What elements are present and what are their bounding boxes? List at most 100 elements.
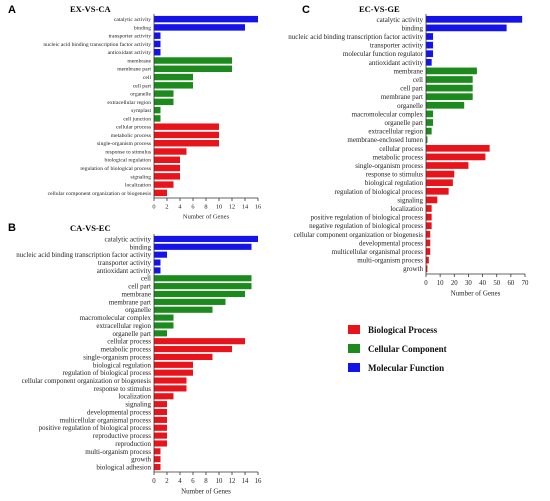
bar-b-20 — [154, 393, 174, 400]
category-label-b-9: organelle — [125, 306, 151, 314]
category-label-c-20: regulation of biological process — [335, 188, 424, 196]
category-label-b-18: cellular component organization or bioge… — [22, 377, 152, 385]
category-label-c-10: organelle — [397, 102, 423, 110]
category-label-c-4: molecular function regulator — [343, 50, 424, 58]
bar-c-1 — [426, 24, 507, 32]
bar-b-13 — [154, 338, 245, 345]
legend-label-0: Biological Process — [368, 325, 438, 335]
category-label-c-14: membrane-enclosed lumen — [347, 136, 423, 144]
category-label-c-16: metabolic process — [373, 153, 424, 161]
bar-a-20 — [154, 181, 174, 188]
category-label-c-28: multi-organism process — [357, 257, 423, 265]
category-label-c-7: cell — [413, 76, 423, 84]
category-label-a-17: biological regulation — [105, 158, 152, 164]
bar-c-13 — [426, 127, 432, 135]
bar-a-9 — [154, 90, 174, 97]
category-label-b-17: regulation of biological process — [63, 369, 152, 377]
bar-c-24 — [426, 222, 432, 230]
bar-b-17 — [154, 369, 193, 376]
bar-b-21 — [154, 401, 167, 408]
category-label-c-9: membrane part — [381, 93, 423, 101]
bar-c-7 — [426, 76, 473, 83]
bar-b-9 — [154, 306, 213, 313]
category-label-b-20: localization — [118, 393, 151, 401]
bar-a-8 — [154, 82, 193, 89]
category-label-b-22: developmental process — [87, 408, 151, 416]
x-tick-label-a-1: 2 — [165, 203, 168, 210]
bar-b-14 — [154, 345, 232, 353]
bar-b-24 — [154, 424, 167, 431]
bar-b-2 — [154, 251, 167, 258]
panel-b-chart: B CA-VS-EC catalytic activitybindingnuclei… — [8, 222, 262, 496]
category-label-b-12: organelle part — [112, 330, 151, 338]
category-label-a-16: response to stimulus — [105, 149, 151, 155]
category-label-b-0: catalytic activity — [105, 235, 152, 243]
category-label-b-21: signaling — [125, 401, 151, 409]
category-label-b-13: cellular process — [107, 338, 151, 346]
bar-c-4 — [426, 50, 434, 58]
bar-b-10 — [154, 314, 174, 321]
bar-a-11 — [154, 106, 161, 114]
x-tick-label-a-5: 10 — [216, 203, 222, 210]
x-tick-label-a-3: 6 — [191, 203, 194, 210]
x-tick-label-c-5: 50 — [493, 280, 500, 287]
category-label-b-24: positive regulation of biological proces… — [39, 424, 152, 432]
bar-c-21 — [426, 196, 438, 204]
bar-c-18 — [426, 170, 455, 178]
x-tick-label-b-5: 10 — [216, 478, 223, 485]
bar-c-22 — [426, 205, 432, 212]
legend: Biological Process Cellular Component Mole… — [348, 325, 447, 373]
bar-b-25 — [154, 432, 167, 439]
x-tick-label-c-2: 20 — [451, 280, 458, 287]
category-label-b-1: binding — [130, 243, 152, 251]
bar-a-14 — [154, 131, 219, 139]
x-tick-label-c-7: 70 — [522, 280, 529, 287]
bar-b-7 — [154, 290, 245, 298]
category-label-b-14: metabolic process — [101, 346, 152, 354]
bar-a-6 — [154, 65, 232, 72]
legend-swatch-0 — [348, 325, 360, 334]
x-tick-label-b-7: 14 — [242, 478, 249, 485]
category-label-c-23: positive regulation of biological proces… — [311, 214, 424, 222]
bar-a-1 — [154, 24, 245, 31]
x-axis-label-c: Number of Genes — [451, 290, 501, 298]
x-tick-label-c-3: 30 — [465, 280, 472, 287]
bar-a-2 — [154, 32, 161, 39]
bar-a-13 — [154, 123, 219, 130]
x-tick-label-a-0: 0 — [152, 203, 155, 210]
bar-a-21 — [154, 189, 167, 197]
legend-label-1: Cellular Component — [368, 344, 447, 354]
panel-title-b: CA-VS-EC — [70, 223, 111, 233]
x-tick-label-a-7: 14 — [242, 203, 249, 210]
bar-a-17 — [154, 156, 180, 163]
category-label-a-11: symplast — [131, 108, 151, 114]
category-label-a-0: catalytic activity — [114, 17, 151, 23]
category-label-b-11: extracellular region — [96, 322, 151, 330]
bar-a-5 — [154, 57, 232, 64]
panel-letter-b: B — [8, 222, 16, 234]
bar-a-18 — [154, 164, 180, 172]
bar-c-2 — [426, 33, 434, 40]
bar-b-15 — [154, 353, 213, 361]
category-label-a-5: membrane — [127, 58, 151, 64]
x-tick-label-c-4: 40 — [479, 280, 486, 287]
bar-c-12 — [426, 119, 434, 126]
bar-b-11 — [154, 322, 174, 329]
bar-b-8 — [154, 298, 226, 305]
category-label-c-1: binding — [402, 24, 424, 32]
bar-c-19 — [426, 179, 453, 187]
category-label-b-23: multicellular organismal process — [60, 416, 152, 424]
category-label-a-21: cellular component organization or bioge… — [48, 191, 151, 197]
category-label-a-12: cell junction — [123, 116, 151, 122]
bar-c-8 — [426, 84, 473, 92]
x-tick-label-b-4: 8 — [204, 478, 208, 485]
bar-c-29 — [426, 265, 428, 273]
bar-c-9 — [426, 93, 473, 101]
bar-a-4 — [154, 49, 161, 56]
category-label-c-3: transporter activity — [370, 42, 424, 50]
bar-b-28 — [154, 456, 161, 463]
panel-letter-a: A — [8, 4, 16, 16]
category-label-c-27: multicellular organismal process — [332, 248, 424, 256]
category-label-a-10: extracellular region — [107, 100, 151, 106]
